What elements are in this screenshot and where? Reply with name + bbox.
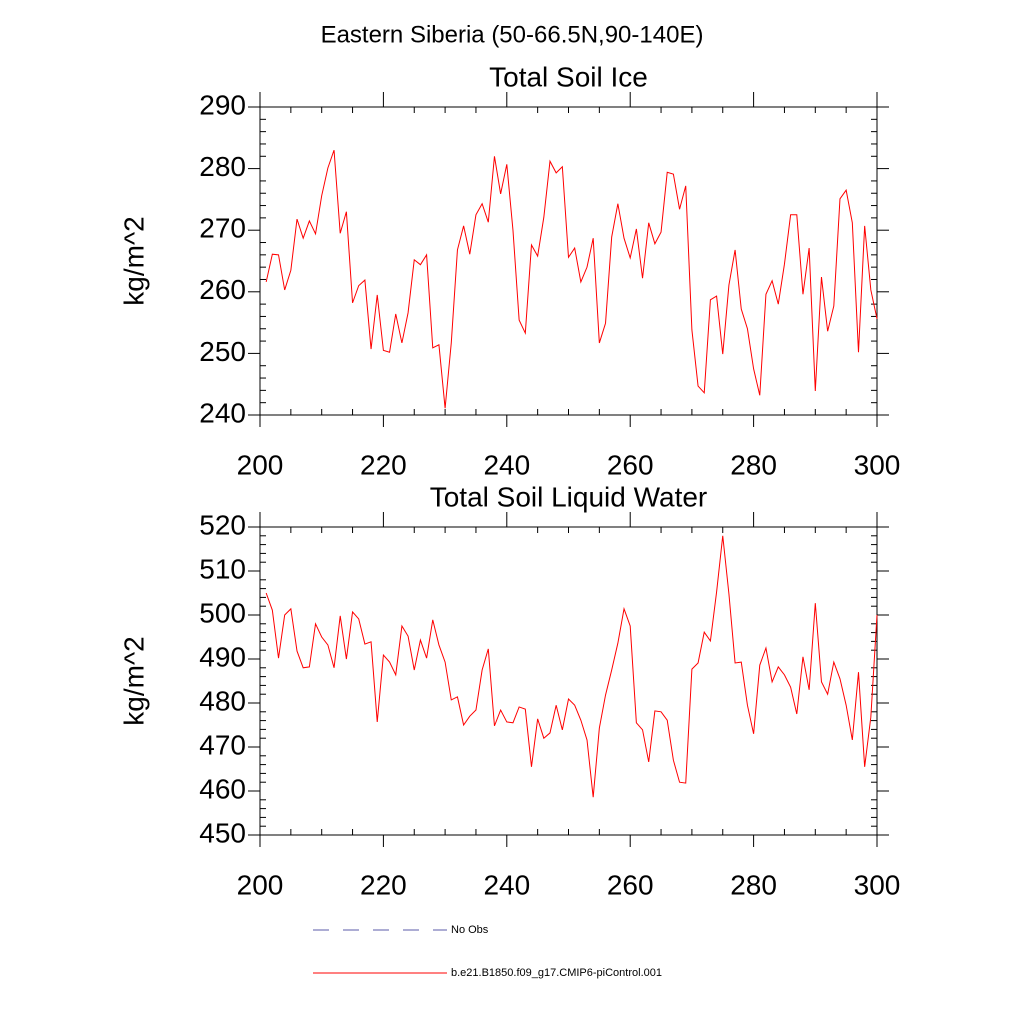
y-tick-label: 520: [199, 509, 246, 540]
data-line: [265, 149, 878, 409]
x-tick-label: 280: [730, 869, 777, 900]
y-tick-label: 450: [199, 817, 246, 848]
y-tick-label: 260: [199, 274, 246, 305]
legend-label: b.e21.B1850.f09_g17.CMIP6-piControl.001: [451, 967, 662, 979]
x-tick-label: 300: [854, 449, 901, 480]
x-tick-label: 200: [237, 449, 284, 480]
x-tick-label: 220: [360, 869, 407, 900]
y-tick-label: 250: [199, 336, 246, 367]
x-tick-label: 200: [237, 869, 284, 900]
legend-label: No Obs: [451, 924, 489, 936]
y-tick-label: 480: [199, 685, 246, 716]
chart-title: Total Soil Liquid Water: [430, 481, 708, 512]
x-tick-label: 260: [607, 449, 654, 480]
y-tick-label: 240: [199, 397, 246, 428]
y-tick-label: 460: [199, 773, 246, 804]
figure-title: Eastern Siberia (50-66.5N,90-140E): [321, 21, 704, 48]
y-axis-label: kg/m^2: [118, 216, 149, 305]
y-tick-label: 490: [199, 641, 246, 672]
y-tick-label: 280: [199, 151, 246, 182]
y-tick-label: 270: [199, 213, 246, 244]
y-tick-label: 470: [199, 729, 246, 760]
y-tick-label: 510: [199, 553, 246, 584]
x-tick-label: 240: [483, 869, 530, 900]
plot-frame: [259, 526, 878, 836]
x-tick-label: 220: [360, 449, 407, 480]
x-tick-label: 240: [483, 449, 530, 480]
data-line: [265, 535, 878, 798]
x-tick-label: 260: [607, 869, 654, 900]
y-tick-label: 290: [199, 89, 246, 120]
y-tick-label: 500: [199, 597, 246, 628]
chart-title: Total Soil Ice: [489, 61, 648, 92]
x-tick-label: 300: [854, 869, 901, 900]
y-axis-label: kg/m^2: [118, 636, 149, 725]
x-tick-label: 280: [730, 449, 777, 480]
